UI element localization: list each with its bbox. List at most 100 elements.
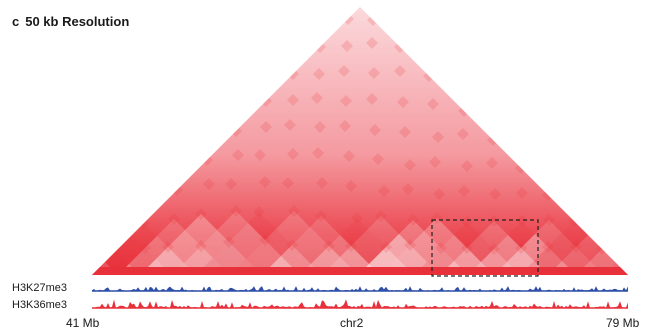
tad-domain — [322, 229, 414, 275]
contact-spot — [488, 215, 500, 227]
tad-domain — [322, 216, 440, 275]
contact-spot — [230, 205, 242, 217]
diagonal-band — [92, 267, 628, 275]
contact-spot — [260, 121, 272, 133]
contact-spot — [311, 92, 323, 104]
contact-spot — [461, 216, 473, 228]
tad-domain — [140, 230, 230, 275]
contact-spot — [139, 242, 151, 254]
contact-spot — [366, 93, 378, 105]
tad-domain — [358, 220, 468, 275]
contact-spot — [345, 180, 357, 192]
contact-spot — [287, 148, 299, 160]
contact-spot — [286, 239, 298, 251]
contact-spot — [312, 147, 324, 159]
contact-spot — [432, 131, 444, 143]
resolution-title: 50 kb Resolution — [25, 14, 130, 29]
tad-domain — [230, 211, 358, 275]
contact-spot — [458, 185, 470, 197]
contact-spot — [488, 243, 500, 255]
contact-spot — [343, 150, 355, 162]
contact-spot — [341, 40, 353, 52]
contact-spot — [486, 157, 498, 169]
axis-chrom-label: chr2 — [340, 316, 364, 330]
tad-domain — [380, 218, 494, 275]
track-label-h3k27me3: H3K27me3 — [12, 282, 68, 294]
contact-spot — [338, 65, 350, 77]
contact-spot — [457, 128, 469, 140]
contact-spot — [435, 242, 447, 254]
tad-domain — [196, 212, 322, 275]
tad-domain — [414, 235, 494, 275]
contact-spot — [162, 241, 174, 253]
contact-spot — [195, 240, 207, 252]
contact-spot — [259, 234, 271, 246]
contact-spot — [369, 124, 381, 136]
contact-spot — [366, 37, 378, 49]
tad-domain — [520, 221, 628, 275]
contact-spot — [351, 212, 363, 224]
tad-domain — [380, 231, 468, 275]
contact-spot — [399, 126, 411, 138]
panel-title: c 50 kb Resolution — [12, 14, 129, 29]
contact-spot — [404, 239, 416, 251]
contact-spot — [461, 242, 473, 254]
contact-spot — [368, 67, 380, 79]
tad-domain — [300, 218, 414, 275]
axis-start-label: 41 Mb — [66, 316, 100, 330]
contact-spot — [516, 187, 528, 199]
contact-spot — [516, 215, 528, 227]
axis-end-label: 79 Mb — [606, 316, 640, 330]
tad-domain — [468, 235, 548, 275]
contact-spot — [253, 206, 265, 218]
tad-domain — [414, 222, 520, 275]
tad-domain — [196, 242, 262, 275]
tad-domain — [440, 221, 548, 275]
contact-spot — [168, 213, 180, 225]
contact-spot — [431, 212, 443, 224]
contact-spot — [433, 188, 445, 200]
contact-spot — [345, 240, 357, 252]
h3k27me3-signal — [92, 286, 628, 291]
contact-spot — [397, 96, 409, 108]
contact-spot — [254, 149, 266, 161]
contact-spot — [427, 98, 439, 110]
tad-domain — [262, 216, 380, 275]
contact-spot — [323, 240, 335, 252]
panel-letter: c — [12, 14, 20, 29]
contact-spot — [402, 183, 414, 195]
contact-spot — [461, 160, 473, 172]
contact-matrix-base — [92, 7, 628, 275]
tad-domain — [494, 220, 604, 275]
contact-spot — [287, 94, 299, 106]
contact-spot — [429, 156, 441, 168]
contact-spot — [223, 236, 235, 248]
contact-spot — [372, 153, 384, 165]
tad-domain — [548, 235, 628, 275]
contact-spot — [407, 214, 419, 226]
contact-spot — [375, 210, 387, 222]
contact-spot — [315, 210, 327, 222]
tad-domain — [262, 227, 358, 275]
tad-domain — [440, 235, 520, 275]
tad-domain — [118, 236, 196, 275]
contact-spot — [232, 149, 244, 161]
contact-spot — [378, 185, 390, 197]
tad-domain — [172, 230, 262, 275]
contact-spot — [404, 159, 416, 171]
contact-spot — [316, 177, 328, 189]
contact-spot — [203, 178, 215, 190]
tad-domain — [92, 235, 172, 275]
tad-domain — [468, 221, 576, 275]
contact-spot — [515, 242, 527, 254]
contact-matrix-triangle — [92, 7, 628, 275]
contact-spot — [284, 119, 296, 131]
contact-spot — [339, 120, 351, 132]
tad-domain — [358, 234, 440, 275]
tad-domain — [520, 233, 604, 275]
contact-spot — [288, 205, 300, 217]
contact-spot — [380, 241, 392, 253]
contact-spot — [313, 68, 325, 80]
tad-domain — [172, 211, 300, 275]
